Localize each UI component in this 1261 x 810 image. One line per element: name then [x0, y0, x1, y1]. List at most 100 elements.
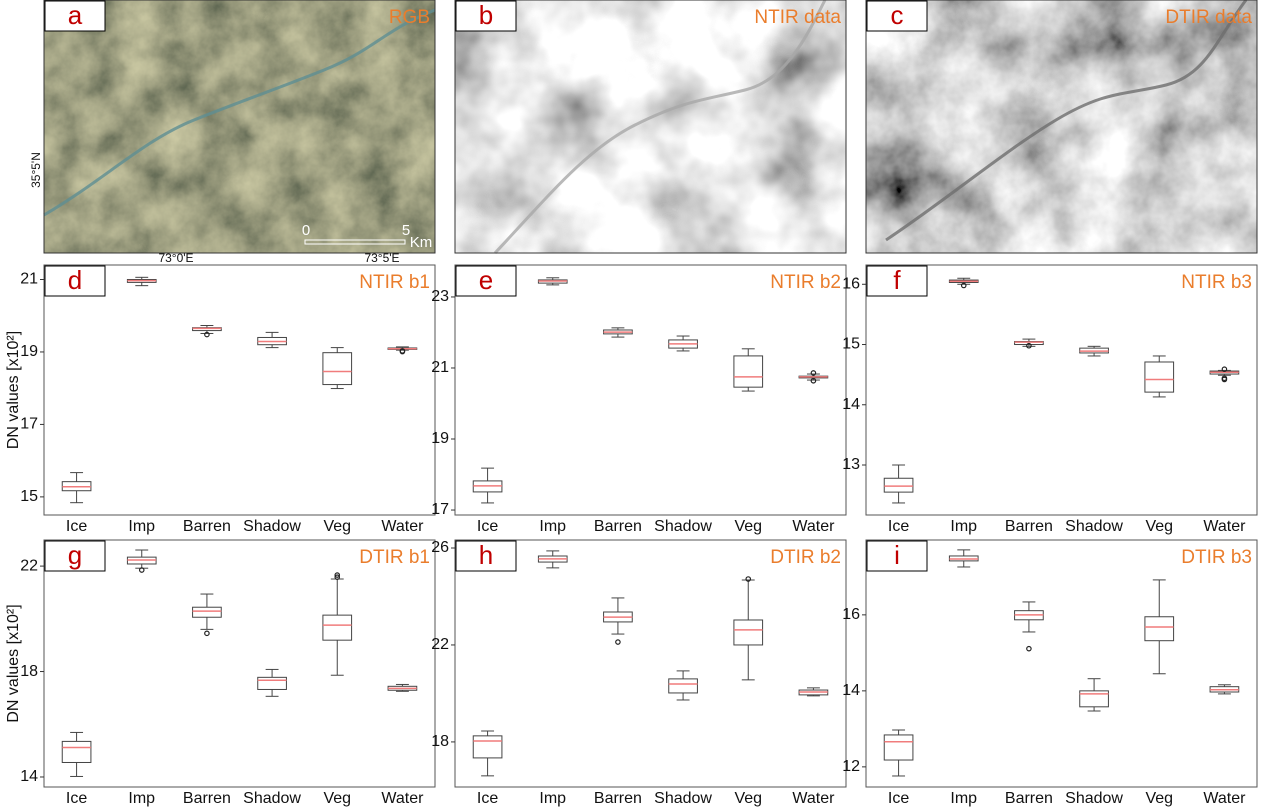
y-tick-label: 19 [20, 343, 38, 360]
box [733, 619, 764, 646]
outlier [334, 574, 341, 580]
y-tick-label: 16 [842, 275, 860, 292]
panel-letter: a [68, 0, 83, 30]
x-tick-label: Imp [950, 790, 977, 807]
panel-letter: h [479, 540, 493, 570]
x-tick-label: Ice [477, 518, 498, 535]
plot-frame [865, 539, 1258, 788]
y-tick-label: 18 [20, 663, 38, 680]
x-tick-label: Shadow [1065, 518, 1123, 535]
y-tick-label: 14 [20, 768, 38, 785]
x-tick-label: Shadow [654, 518, 712, 535]
x-tick-label: Imp [128, 518, 155, 535]
x-tick-label: Veg [323, 790, 351, 807]
plot-frame [454, 264, 847, 516]
outlier [810, 370, 817, 376]
river [885, 0, 1248, 242]
plot-frame [43, 539, 436, 788]
x-tick-label: Imp [539, 790, 566, 807]
outlier [1026, 645, 1032, 652]
image-terrain [44, 0, 435, 253]
x-tick-label: Ice [888, 790, 909, 807]
y-tick-label: 19 [431, 430, 449, 447]
box [1144, 361, 1175, 393]
lon-label: 73°0'E [158, 251, 193, 265]
x-tick-label: Water [1203, 790, 1246, 807]
x-tick-label: Water [381, 518, 424, 535]
scale-unit: Km [410, 234, 433, 251]
box [1144, 616, 1175, 642]
outlier [745, 576, 752, 582]
panel-letter: e [479, 265, 493, 295]
outlier [334, 572, 341, 578]
image-terrain [866, 0, 1257, 253]
x-tick-label: Barren [1005, 790, 1053, 807]
box [883, 477, 914, 493]
x-tick-label: Ice [888, 518, 909, 535]
outlier [1221, 366, 1228, 373]
outlier [204, 331, 210, 338]
plot-frame [43, 264, 436, 516]
x-tick-label: Veg [734, 518, 762, 535]
x-tick-label: Barren [1005, 518, 1053, 535]
y-axis-label: DN values [x10²] [5, 331, 22, 449]
x-tick-label: Veg [1145, 518, 1173, 535]
x-tick-label: Imp [539, 518, 566, 535]
panel-letter-box [866, 265, 928, 297]
x-tick-label: Imp [950, 518, 977, 535]
panel-letter-box [455, 540, 517, 572]
y-tick-label: 21 [431, 359, 449, 376]
box [61, 740, 92, 763]
lat-label: 35°5'N [29, 152, 43, 188]
panel-letter: i [894, 540, 900, 570]
plot-frame [454, 539, 847, 788]
box [192, 606, 222, 618]
panel-letter: f [893, 265, 901, 295]
x-tick-label: Ice [477, 790, 498, 807]
panel-letter-box [455, 265, 517, 297]
panel-letter-box [44, 540, 106, 572]
box [322, 352, 353, 386]
outlier [399, 348, 406, 355]
image-border [865, 0, 1258, 254]
image-border [454, 0, 847, 254]
y-tick-label: 21 [20, 271, 38, 288]
x-tick-label: Barren [183, 518, 231, 535]
scale-label: 0 [302, 222, 310, 239]
x-tick-label: Ice [66, 518, 87, 535]
panel-letter: b [479, 0, 493, 30]
x-tick-label: Veg [323, 518, 351, 535]
x-tick-label: Barren [594, 518, 642, 535]
lon-label: 73°5'E [364, 251, 399, 265]
box [322, 614, 353, 641]
x-tick-label: Water [1203, 518, 1246, 535]
y-tick-label: 15 [842, 336, 860, 353]
x-tick-label: Water [792, 518, 835, 535]
y-tick-label: 17 [431, 501, 449, 518]
y-tick-label: 17 [20, 416, 38, 433]
outlier [138, 567, 145, 573]
y-tick-label: 14 [842, 682, 860, 699]
image-border [43, 0, 436, 254]
x-tick-label: Barren [183, 790, 231, 807]
panel-title: DTIR b2 [770, 547, 841, 568]
y-tick-label: 15 [20, 488, 38, 505]
panel-title: NTIR b1 [359, 272, 430, 293]
outlier [1026, 342, 1032, 349]
x-tick-label: Veg [734, 790, 762, 807]
panel-letter: d [68, 265, 82, 295]
box [472, 735, 503, 759]
x-tick-label: Shadow [654, 790, 712, 807]
panel-title: NTIR b2 [770, 272, 841, 293]
y-tick-label: 13 [842, 456, 860, 473]
panel-letter: c [891, 0, 904, 30]
x-tick-label: Shadow [1065, 790, 1123, 807]
y-axis-label: DN values [x10²] [5, 604, 22, 722]
box [733, 355, 764, 388]
box [668, 678, 698, 694]
y-tick-label: 14 [842, 396, 860, 413]
river [43, 8, 436, 217]
outlier [204, 630, 210, 637]
panel-title: DTIR b1 [359, 547, 430, 568]
